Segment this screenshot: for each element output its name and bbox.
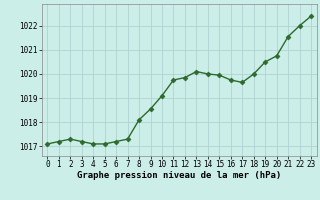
- X-axis label: Graphe pression niveau de la mer (hPa): Graphe pression niveau de la mer (hPa): [77, 171, 281, 180]
